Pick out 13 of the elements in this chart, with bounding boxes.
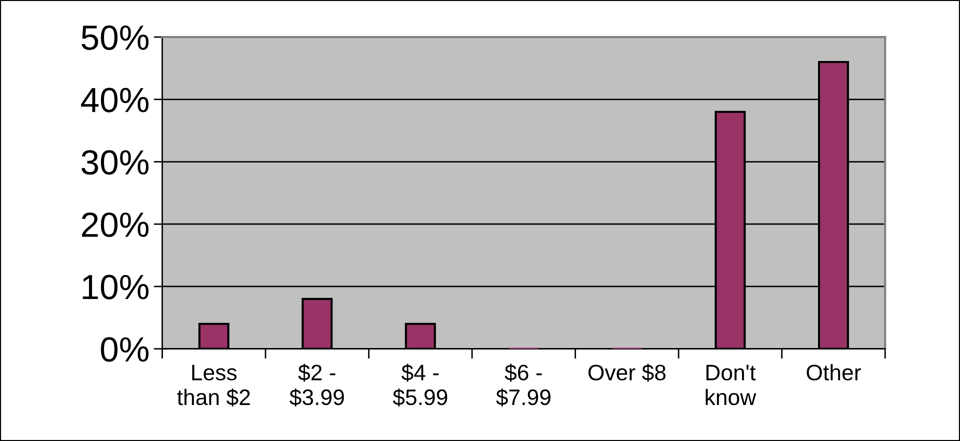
x-tick-label: Other: [806, 364, 861, 380]
y-tick-label: 10%: [82, 274, 149, 300]
x-tick-label: Don't know: [706, 364, 756, 406]
x-tick-label: $4 - $5.99: [392, 364, 448, 406]
x-tick-label: Less than $2: [177, 364, 250, 406]
x-tick-label: $2 - $3.99: [290, 364, 344, 406]
y-tick-label: 0%: [100, 337, 149, 362]
y-tick-label: 30%: [82, 150, 149, 175]
x-tick-label: $6 - $7.99: [496, 364, 550, 406]
y-tick-label: 20%: [82, 212, 149, 238]
x-tick-label: Over $8: [588, 364, 666, 382]
y-tick-label: 40%: [81, 88, 149, 112]
y-tick-label: 50%: [82, 25, 149, 50]
